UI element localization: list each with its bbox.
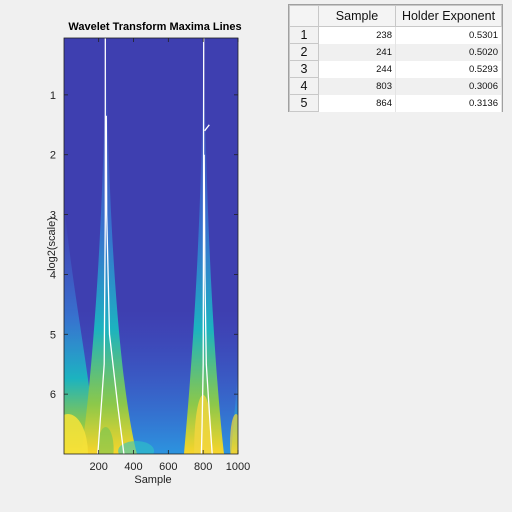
- heatmap-hotspot-415: [118, 441, 155, 454]
- cell-sample[interactable]: 241: [318, 43, 396, 61]
- header-holder-exponent[interactable]: Holder Exponent: [395, 5, 502, 27]
- table-row[interactable]: 3 244 0.5293: [289, 60, 502, 78]
- table-row[interactable]: 4 803 0.3006: [289, 77, 502, 95]
- y-tick-label: 5: [50, 329, 56, 341]
- x-tick-label: 400: [124, 461, 142, 473]
- y-tick-label: 2: [50, 150, 56, 162]
- table-header-row: Sample Holder Exponent: [289, 5, 502, 27]
- x-tick-label: 200: [89, 461, 107, 473]
- maxima-lines: [97, 38, 213, 454]
- cell-holder[interactable]: 0.3136: [395, 94, 502, 112]
- cell-holder[interactable]: 0.5301: [395, 26, 502, 44]
- maxima-line-line-238: [97, 38, 106, 454]
- header-corner[interactable]: [289, 5, 319, 27]
- y-tick-label: 4: [50, 269, 56, 281]
- y-tick-label: 1: [50, 90, 56, 102]
- x-axis-label: Sample: [134, 474, 172, 486]
- row-index[interactable]: 1: [289, 26, 319, 44]
- heatmap-hotspot-right: [230, 414, 238, 454]
- row-index[interactable]: 5: [289, 94, 319, 112]
- maxima-line-line-803b: [203, 154, 213, 454]
- x-tick-label: 800: [194, 461, 212, 473]
- heatmap-hotspot-240: [97, 427, 114, 454]
- y-tick-label: 3: [50, 210, 56, 222]
- cell-sample[interactable]: 244: [318, 60, 396, 78]
- plot-frame: [63, 37, 239, 455]
- heatmap-hotspot-803: [194, 395, 213, 454]
- x-tick-label: 600: [159, 461, 177, 473]
- plot-title: Wavelet Transform Maxima Lines: [68, 21, 242, 33]
- heatmap-cone-240: [81, 38, 137, 454]
- axes: 200 400 600 800 1000 1 2 3 4 5 6: [50, 37, 250, 473]
- maxima-line-line-864: [204, 124, 210, 132]
- cell-holder[interactable]: 0.3006: [395, 77, 502, 95]
- table-row[interactable]: 5 864 0.3136: [289, 94, 502, 112]
- heatmap-area: [64, 38, 238, 454]
- heatmap-hotspot-left: [64, 414, 88, 454]
- table-row[interactable]: 2 241 0.5020: [289, 43, 502, 61]
- table-row[interactable]: 1 238 0.5301: [289, 26, 502, 44]
- cell-sample[interactable]: 864: [318, 94, 396, 112]
- y-axis-label: log2(scale): [46, 217, 58, 271]
- holder-exponent-table[interactable]: Sample Holder Exponent 1 238 0.5301 2 24…: [288, 4, 503, 112]
- row-index[interactable]: 4: [289, 77, 319, 95]
- heatmap-left-edge: [64, 202, 96, 454]
- x-tick-label: 1000: [226, 461, 250, 473]
- cell-holder[interactable]: 0.5020: [395, 43, 502, 61]
- row-index[interactable]: 3: [289, 60, 319, 78]
- cell-holder[interactable]: 0.5293: [395, 60, 502, 78]
- maxima-line-line-244: [105, 115, 125, 454]
- header-sample[interactable]: Sample: [318, 5, 396, 27]
- row-index[interactable]: 2: [289, 43, 319, 61]
- cell-sample[interactable]: 238: [318, 26, 396, 44]
- y-tick-label: 6: [50, 389, 56, 401]
- cell-sample[interactable]: 803: [318, 77, 396, 95]
